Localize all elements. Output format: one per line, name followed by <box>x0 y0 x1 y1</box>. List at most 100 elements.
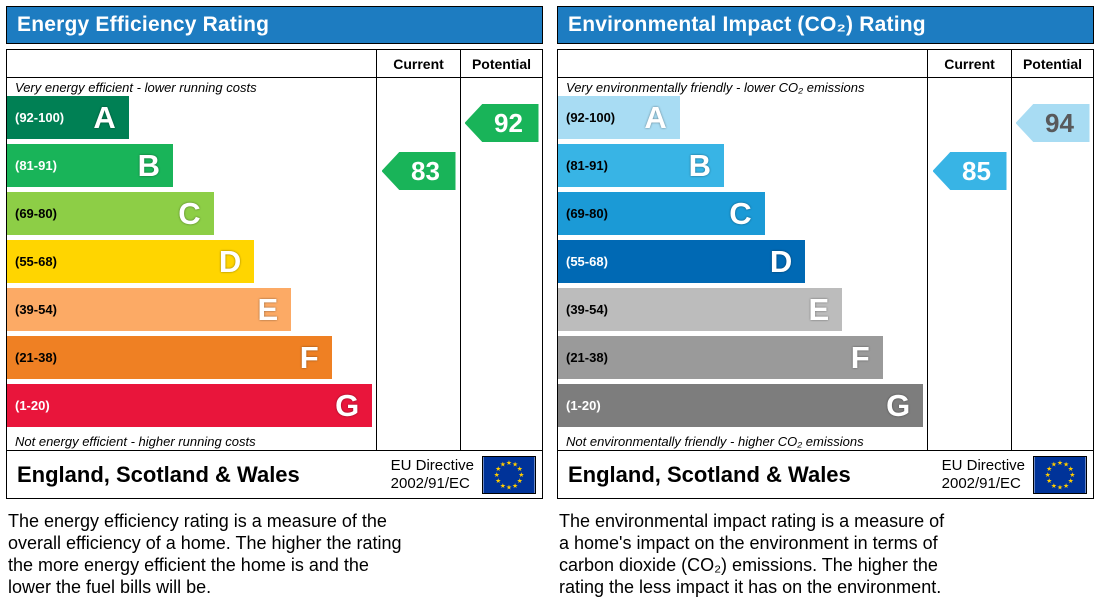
environmental-band-g-range: (1-20) <box>566 398 601 413</box>
environmental-band-d-bar: (55-68) D <box>558 240 806 283</box>
eu-directive-line1: EU Directive <box>390 457 474 475</box>
environmental-potential-rating-arrow: 94 <box>1015 104 1090 142</box>
energy-panel-title: Energy Efficiency Rating <box>17 13 270 36</box>
energy-band-d-bar: (55-68) D <box>7 240 255 283</box>
energy-band-g-bar: (1-20) G <box>7 384 373 427</box>
energy-band-f-bar: (21-38) F <box>7 336 332 379</box>
environmental-top-note: Very environmentally friendly - lower CO… <box>566 79 865 95</box>
svg-text:★: ★ <box>1068 477 1074 485</box>
energy-bottom-note: Not energy efficient - higher running co… <box>15 433 256 449</box>
environmental-rating-bands: (92-100) A (81-91) B (69-80) C (55-68) <box>558 96 927 427</box>
energy-rating-bands: (92-100) A (81-91) B (69-80) C (55-68) <box>7 96 376 427</box>
environmental-band-b-letter: B <box>688 148 712 183</box>
energy-band-f-letter: F <box>299 340 319 375</box>
environmental-eu-directive-label: EU Directive 2002/91/EC <box>942 457 1025 492</box>
environmental-description-line: carbon dioxide (CO₂) emissions. The high… <box>559 554 938 575</box>
environmental-band-f-letter: F <box>850 340 870 375</box>
svg-text:★: ★ <box>1068 464 1074 472</box>
energy-band-d-range: (55-68) <box>15 254 57 269</box>
svg-text:★: ★ <box>512 481 518 489</box>
energy-column-header-row: Current Potential <box>7 50 542 78</box>
environmental-band-a-bar: (92-100) A <box>558 96 680 139</box>
energy-column-header-potential: Potential <box>460 50 542 77</box>
energy-table-body: Very energy efficient - lower running co… <box>7 78 542 450</box>
energy-header-spacer <box>7 50 376 77</box>
energy-footer-region: England, Scotland & Wales <box>17 461 300 487</box>
energy-potential-column: 92 <box>460 78 542 450</box>
svg-text:★: ★ <box>518 471 524 479</box>
environmental-band-f-range: (21-38) <box>566 350 608 365</box>
energy-potential-rating-arrow: 92 <box>464 104 539 142</box>
svg-text:★: ★ <box>512 460 518 468</box>
svg-text:★: ★ <box>517 464 523 472</box>
environmental-bottom-note: Not environmentally friendly - higher CO… <box>566 433 864 449</box>
svg-text:★: ★ <box>1063 481 1069 489</box>
environmental-band-a-letter: A <box>644 100 667 135</box>
svg-text:★: ★ <box>495 464 501 472</box>
energy-description-line: lower the fuel bills will be. <box>8 576 212 597</box>
svg-text:★: ★ <box>1046 464 1052 472</box>
energy-potential-rating-value: 92 <box>494 107 523 138</box>
energy-band-e-bar: (39-54) E <box>7 288 292 331</box>
energy-band-c-letter: C <box>178 196 201 231</box>
svg-text:★: ★ <box>1046 477 1052 485</box>
environmental-current-rating-arrow: 85 <box>932 152 1007 190</box>
environmental-table-footer: England, Scotland & Wales EU Directive 2… <box>558 450 1093 498</box>
svg-text:★: ★ <box>494 471 500 479</box>
energy-band-a-range: (92-100) <box>15 110 65 125</box>
environmental-description-line: The environmental impact rating is a mea… <box>559 511 945 531</box>
environmental-band-f-bar: (21-38) F <box>558 336 883 379</box>
svg-text:★: ★ <box>1069 471 1075 479</box>
energy-band-b-bar: (81-91) B <box>7 144 174 187</box>
environmental-title-bar: Environmental Impact (CO₂) Rating <box>557 6 1094 44</box>
eu-directive-line2: 2002/91/EC <box>390 474 470 492</box>
energy-current-column: 83 <box>376 78 460 450</box>
eu-flag-icon: ★ ★★ ★★★ ★★★ ★★★ <box>482 455 536 494</box>
energy-rating-table: Current Potential Very energy efficient … <box>6 49 543 499</box>
environmental-band-b-range: (81-91) <box>566 158 608 173</box>
energy-band-f-range: (21-38) <box>15 350 57 365</box>
energy-band-chart: Very energy efficient - lower running co… <box>7 78 376 450</box>
energy-band-g-letter: G <box>335 388 360 423</box>
environmental-band-e-letter: E <box>808 292 830 327</box>
environmental-band-c-range: (69-80) <box>566 206 608 221</box>
energy-eu-directive-label: EU Directive 2002/91/EC <box>391 457 474 492</box>
energy-description: The energy efficiency rating is a measur… <box>6 511 543 599</box>
environmental-panel-title: Environmental Impact (CO₂) Rating <box>568 13 926 36</box>
svg-text:★: ★ <box>500 460 506 468</box>
svg-text:★: ★ <box>506 483 512 491</box>
eu-directive-line1: EU Directive <box>941 457 1025 475</box>
svg-text:★: ★ <box>1051 460 1057 468</box>
svg-text:★: ★ <box>1063 460 1069 468</box>
svg-text:★: ★ <box>495 477 501 485</box>
energy-band-b-letter: B <box>137 148 161 183</box>
environmental-column-header-potential: Potential <box>1011 50 1093 77</box>
svg-text:★: ★ <box>1057 483 1063 491</box>
svg-text:★: ★ <box>506 458 512 466</box>
energy-band-b-range: (81-91) <box>15 158 57 173</box>
energy-band-e-letter: E <box>257 292 279 327</box>
eu-directive-line2: 2002/91/EC <box>941 474 1021 492</box>
energy-top-note: Very energy efficient - lower running co… <box>15 79 257 95</box>
environmental-band-a-range: (92-100) <box>566 110 616 125</box>
environmental-band-g-bar: (1-20) G <box>558 384 924 427</box>
energy-description-line: the more energy efficient the home is an… <box>8 554 369 575</box>
energy-title-bar: Energy Efficiency Rating <box>6 6 543 44</box>
eu-flag-icon: ★ ★★ ★★★ ★★★ ★★★ <box>1033 455 1087 494</box>
energy-band-c-bar: (69-80) C <box>7 192 214 235</box>
environmental-band-d-range: (55-68) <box>566 254 608 269</box>
energy-description-line: overall efficiency of a home. The higher… <box>8 532 402 553</box>
environmental-impact-panel: Environmental Impact (CO₂) Rating Curren… <box>557 6 1094 599</box>
energy-band-a-bar: (92-100) A <box>7 96 129 139</box>
energy-current-rating-value: 83 <box>411 155 440 186</box>
environmental-footer-region: England, Scotland & Wales <box>568 461 851 487</box>
environmental-potential-column: 94 <box>1011 78 1093 450</box>
environmental-description-line: rating the less impact it has on the env… <box>559 576 942 597</box>
environmental-band-d-letter: D <box>769 244 793 279</box>
energy-band-c-range: (69-80) <box>15 206 57 221</box>
environmental-header-spacer <box>558 50 927 77</box>
environmental-column-header-row: Current Potential <box>558 50 1093 78</box>
svg-text:★: ★ <box>1045 471 1051 479</box>
svg-text:★: ★ <box>1057 458 1063 466</box>
energy-band-g-range: (1-20) <box>15 398 50 413</box>
